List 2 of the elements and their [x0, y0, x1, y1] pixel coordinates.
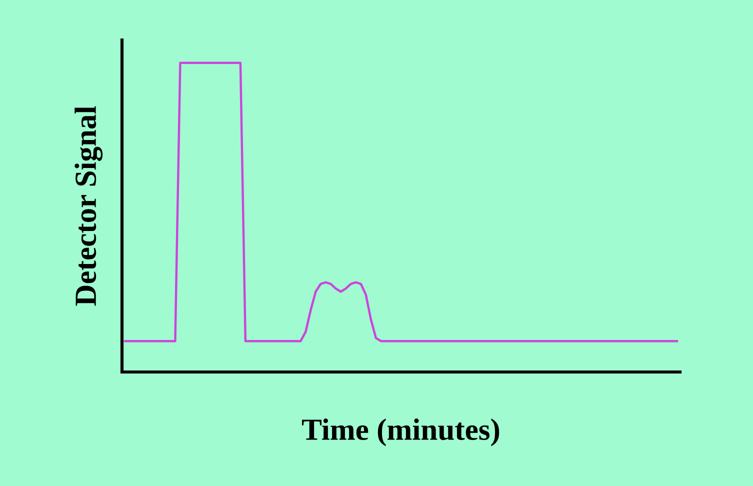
y-axis-title: Detector Signal: [74, 106, 103, 306]
x-axis-title: Time (minutes): [302, 418, 500, 446]
